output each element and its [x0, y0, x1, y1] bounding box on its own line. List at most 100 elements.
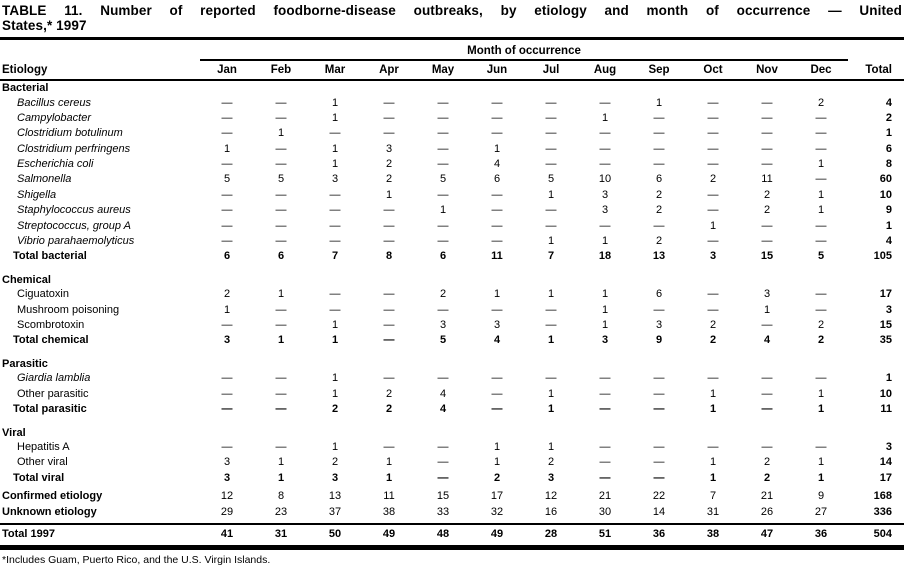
table-title-line2: States,* 1997 — [2, 18, 87, 33]
cell-dec: — — [815, 372, 827, 385]
row-staphylococcus-aureus: Staphylococcus aureus — — — — 1 — — 3 2 — 2 1 9 — [0, 203, 904, 218]
month-cells: 29 23 37 38 33 32 16 30 14 31 26 27 — [200, 505, 848, 520]
cell-dec: 2 — [817, 96, 825, 109]
cell-feb: — — [275, 403, 287, 416]
cell-jan: — — [221, 111, 233, 124]
cell-total: 14 — [879, 456, 892, 469]
cell-apr: 2 — [385, 158, 393, 171]
row-vibrio-parahaemolyticus: Vibrio parahaemolyticus — — — — — — 1 1 2 — — — 4 — [0, 234, 904, 249]
cell-mar: 1 — [331, 441, 339, 454]
cell-dec: — — [815, 441, 827, 454]
cell-jan: — — [221, 235, 233, 248]
cell-sep: — — [653, 303, 665, 316]
cell-oct: — — [707, 111, 719, 124]
cell-jan: 2 — [223, 288, 231, 301]
row-campylobacter: Campylobacter — — 1 — — — — 1 — — — — 2 — [0, 111, 904, 126]
row-label: Total chemical — [13, 334, 89, 347]
cell-total: 8 — [885, 158, 892, 171]
cell-jun: 32 — [490, 505, 504, 518]
row-label: Clostridium botulinum — [17, 127, 123, 140]
cell-apr: — — [383, 127, 395, 140]
cell-total: 11 — [880, 403, 892, 416]
month-header-jan: Jan — [217, 64, 237, 76]
cell-may: — — [437, 235, 449, 248]
cell-jan: — — [221, 372, 233, 385]
cell-total: 3 — [885, 441, 892, 454]
cell-aug: — — [599, 471, 611, 484]
cell-dec: 1 — [817, 456, 825, 469]
cell-apr: 38 — [382, 505, 396, 518]
cell-total: 168 — [873, 490, 892, 503]
month-cells: 2 1 — — 2 1 1 1 6 — 3 — — [200, 287, 848, 302]
row-label: Confirmed etiology — [2, 490, 103, 503]
cell-dec: 36 — [814, 527, 828, 540]
cell-nov: 1 — [763, 303, 771, 316]
cell-jul: 1 — [547, 188, 555, 201]
cell-mar: — — [329, 303, 341, 316]
cell-oct: 2 — [709, 334, 717, 347]
cell-mar: 1 — [331, 111, 339, 124]
cell-may: 6 — [439, 250, 447, 263]
cell-jul: 16 — [544, 505, 558, 518]
footnote: *Includes Guam, Puerto Rico, and the U.S… — [2, 554, 271, 567]
month-cells: 1 — 1 3 — 1 — — — — — — — [200, 142, 848, 157]
cell-jan: — — [221, 441, 233, 454]
month-cells: — — 1 — 3 3 — 1 3 2 — 2 — [200, 318, 848, 333]
cell-apr: — — [383, 235, 395, 248]
cell-aug: 1 — [601, 288, 609, 301]
title-rule — [0, 37, 904, 40]
column-group-spacer — [0, 40, 200, 61]
cell-nov: — — [761, 158, 773, 171]
section-header-chemical: Chemical — [0, 273, 904, 288]
cell-jun: — — [491, 96, 503, 109]
cell-aug: 1 — [601, 111, 609, 124]
cell-sep: 3 — [655, 319, 663, 332]
table-body: Bacterial Bacillus cereus — — 1 — — — — — 1 — — 2 4 Cam… — [0, 81, 904, 542]
cell-jan: — — [221, 158, 233, 171]
cell-jul: 3 — [547, 471, 555, 484]
cell-jan: 3 — [223, 471, 231, 484]
cell-aug: — — [599, 456, 611, 469]
cell-feb: 1 — [277, 456, 285, 469]
month-cells: — — 1 2 4 — 1 — — 1 — 1 — [200, 387, 848, 402]
month-cells: — — — — 1 — — 3 2 — 2 1 — [200, 203, 848, 218]
month-header-sep: Sep — [648, 64, 670, 76]
cell-may: — — [437, 158, 449, 171]
month-cells: — — — — — — — — — 1 — — — [200, 219, 848, 234]
cell-nov: — — [761, 319, 773, 332]
row-label: Unknown etiology — [2, 505, 97, 518]
cell-jan: 5 — [223, 173, 231, 186]
cell-jul: — — [545, 219, 557, 232]
cell-aug: — — [599, 158, 611, 171]
row-escherichia-coli: Escherichia coli — — 1 2 — 4 — — — — — 1 8 — [0, 157, 904, 172]
cell-total: 1 — [885, 372, 892, 385]
cell-nov: 2 — [763, 471, 771, 484]
month-cells: — — — 1 — — 1 3 2 — 2 1 — [200, 188, 848, 203]
cell-oct: — — [707, 96, 719, 109]
cell-aug: — — [599, 96, 611, 109]
cell-sep: 36 — [652, 527, 666, 540]
cell-feb: — — [275, 96, 287, 109]
cell-oct: 7 — [709, 490, 717, 503]
row-total-1997: Total 1997 41 31 50 49 48 49 28 51 36 38 47 36 504 — [0, 527, 904, 542]
cell-oct: 1 — [709, 219, 717, 232]
cell-jun: 4 — [493, 158, 501, 171]
month-header-feb: Feb — [270, 64, 292, 76]
month-cells: 5 5 3 2 5 6 5 10 6 2 11 — — [200, 172, 848, 187]
cell-aug: — — [599, 219, 611, 232]
cell-oct: 3 — [709, 250, 717, 263]
cell-may: 15 — [436, 490, 450, 503]
cell-total: 336 — [873, 505, 892, 518]
cell-feb: — — [275, 303, 287, 316]
cell-nov: 26 — [760, 505, 774, 518]
cell-total: 2 — [885, 111, 892, 124]
cell-dec: 1 — [817, 188, 825, 201]
cell-dec: 1 — [817, 403, 825, 416]
section-label: Viral — [2, 426, 26, 439]
cell-dec: — — [815, 127, 827, 140]
cell-may: 4 — [439, 403, 447, 416]
cell-dec: 9 — [817, 490, 825, 503]
cell-jul: — — [545, 96, 557, 109]
cell-dec: 1 — [817, 387, 825, 400]
cell-jan: 41 — [220, 527, 234, 540]
